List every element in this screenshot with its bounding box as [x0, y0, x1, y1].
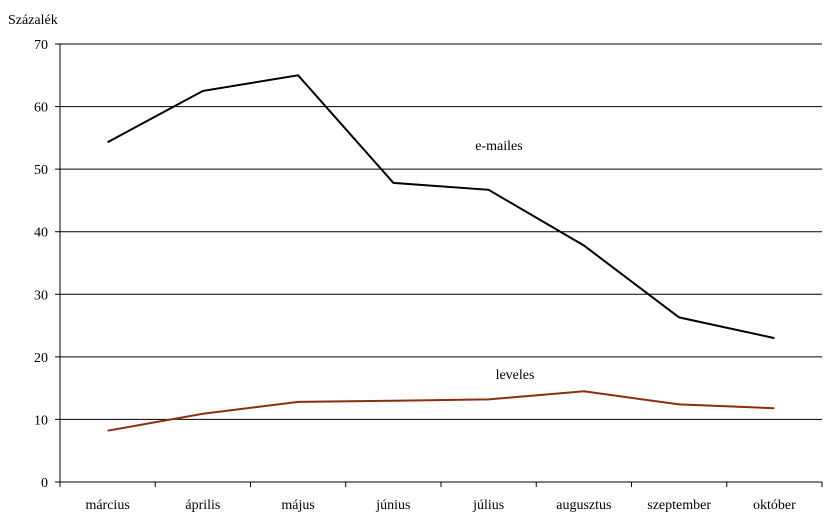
axes	[55, 43, 823, 487]
y-tick-label: 60	[34, 101, 48, 116]
y-axis-title: Százalék	[8, 13, 58, 28]
y-tick-label: 20	[34, 351, 48, 366]
y-tick-label: 10	[34, 413, 48, 428]
y-tick-labels: 0 10 20 30 40 50 60 70	[34, 38, 48, 491]
x-tick-label: augusztus	[556, 498, 611, 512]
x-tick-label: március	[85, 498, 129, 512]
series-line-e-mailes	[107, 74, 775, 340]
series-line-leveles	[107, 390, 775, 432]
y-tick-label: 0	[41, 476, 48, 491]
y-tick-label: 50	[34, 163, 48, 178]
y-tick-label: 70	[34, 38, 48, 53]
series-label: e-mailes	[475, 139, 522, 154]
gridlines	[60, 43, 822, 420]
x-tick-labels: március április május június július augusztus…	[85, 498, 796, 512]
series-lines	[107, 74, 775, 432]
x-tick-label: szeptember	[647, 498, 711, 512]
series-label: leveles	[496, 368, 535, 383]
x-tick-label: május	[281, 498, 314, 512]
x-tick-label: június	[375, 498, 410, 512]
x-tick-label: október	[753, 498, 796, 512]
y-tick-label: 30	[34, 288, 48, 303]
y-tick-label: 40	[34, 226, 48, 241]
x-tick-label: április	[185, 498, 220, 512]
series-labels: e-mailes leveles	[475, 139, 534, 383]
x-tick-label: július	[472, 498, 504, 512]
